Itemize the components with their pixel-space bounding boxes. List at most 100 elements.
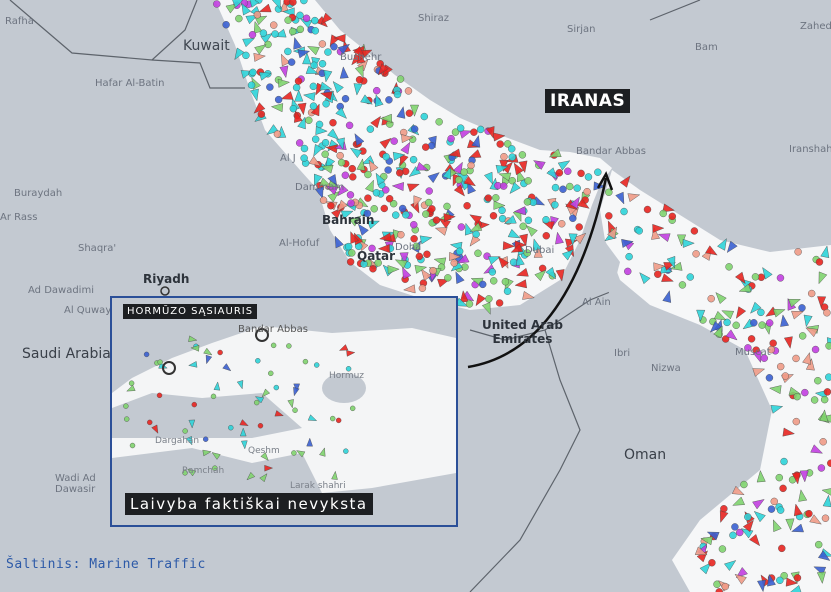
ship-marker[interactable] <box>542 216 550 224</box>
ship-marker[interactable] <box>823 309 831 317</box>
ship-marker[interactable] <box>507 228 521 239</box>
ship-marker[interactable] <box>306 437 313 447</box>
ship-marker[interactable] <box>202 449 212 457</box>
ship-marker[interactable] <box>732 321 740 329</box>
ship-marker[interactable] <box>235 14 243 23</box>
ship-marker[interactable] <box>123 403 129 409</box>
ship-marker[interactable] <box>524 216 533 225</box>
ship-marker[interactable] <box>330 415 336 422</box>
ship-marker[interactable] <box>551 183 560 192</box>
ship-marker[interactable] <box>496 140 504 148</box>
ship-marker[interactable] <box>825 342 831 350</box>
ship-marker[interactable] <box>246 471 256 481</box>
ship-marker[interactable] <box>330 43 338 51</box>
ship-marker[interactable] <box>375 172 386 186</box>
ship-marker[interactable] <box>364 194 372 202</box>
ship-marker[interactable] <box>213 381 221 391</box>
ship-marker[interactable] <box>790 585 802 592</box>
ship-marker[interactable] <box>425 187 433 195</box>
ship-marker[interactable] <box>305 116 313 125</box>
ship-marker[interactable] <box>302 358 309 365</box>
ship-marker[interactable] <box>750 319 758 327</box>
ship-marker[interactable] <box>723 318 731 327</box>
ship-marker[interactable] <box>823 388 831 396</box>
ship-marker[interactable] <box>749 534 761 547</box>
ship-marker[interactable] <box>456 254 470 264</box>
ship-marker[interactable] <box>615 191 625 205</box>
ship-marker[interactable] <box>792 354 800 363</box>
ship-marker[interactable] <box>420 268 432 281</box>
ship-marker[interactable] <box>487 256 501 265</box>
ship-marker[interactable] <box>350 231 359 244</box>
ship-marker[interactable] <box>573 184 581 192</box>
ship-marker[interactable] <box>264 464 274 472</box>
ship-marker[interactable] <box>555 169 564 177</box>
ship-marker[interactable] <box>817 464 826 472</box>
ship-marker[interactable] <box>399 153 409 167</box>
ship-marker[interactable] <box>594 168 602 176</box>
ship-marker[interactable] <box>300 144 309 153</box>
ship-marker[interactable] <box>568 233 578 246</box>
ship-marker[interactable] <box>791 472 801 485</box>
ship-marker[interactable] <box>410 235 418 243</box>
ship-marker[interactable] <box>817 296 827 309</box>
ship-marker[interactable] <box>817 550 831 561</box>
ship-marker[interactable] <box>757 579 766 592</box>
ship-marker[interactable] <box>389 199 398 208</box>
ship-marker[interactable] <box>384 166 392 174</box>
ship-marker[interactable] <box>242 51 250 60</box>
ship-marker[interactable] <box>460 168 468 176</box>
ship-marker[interactable] <box>185 436 193 446</box>
ship-marker[interactable] <box>744 513 752 521</box>
ship-marker[interactable] <box>347 199 355 207</box>
ship-marker[interactable] <box>258 3 272 13</box>
ship-marker[interactable] <box>393 90 402 99</box>
ship-marker[interactable] <box>756 470 766 483</box>
ship-marker[interactable] <box>468 149 482 159</box>
ship-marker[interactable] <box>249 0 260 8</box>
ship-marker[interactable] <box>484 194 492 202</box>
ship-marker[interactable] <box>346 350 356 357</box>
ship-marker[interactable] <box>508 145 516 153</box>
ship-marker[interactable] <box>423 250 431 258</box>
ship-marker[interactable] <box>396 106 406 119</box>
ship-marker[interactable] <box>254 396 265 404</box>
ship-marker[interactable] <box>205 354 213 365</box>
ship-marker[interactable] <box>331 470 338 480</box>
ship-marker[interactable] <box>793 574 802 582</box>
ship-marker[interactable] <box>620 207 628 216</box>
ship-marker[interactable] <box>296 25 305 34</box>
ship-marker[interactable] <box>734 573 747 585</box>
ship-marker[interactable] <box>497 256 509 269</box>
ship-marker[interactable] <box>253 102 266 114</box>
ship-marker[interactable] <box>364 179 374 193</box>
ship-marker[interactable] <box>776 576 784 585</box>
ship-marker[interactable] <box>345 121 354 130</box>
ship-marker[interactable] <box>351 53 363 66</box>
ship-marker[interactable] <box>297 116 306 130</box>
ship-marker[interactable] <box>448 148 461 158</box>
ship-marker[interactable] <box>284 47 292 56</box>
ship-marker[interactable] <box>294 89 304 102</box>
ship-marker[interactable] <box>657 233 671 242</box>
ship-marker[interactable] <box>776 506 785 514</box>
ship-marker[interactable] <box>465 300 474 308</box>
ship-marker[interactable] <box>147 419 153 426</box>
ship-marker[interactable] <box>453 184 465 197</box>
ship-marker[interactable] <box>401 134 414 144</box>
ship-marker[interactable] <box>643 205 652 214</box>
ship-marker[interactable] <box>318 40 327 48</box>
ship-marker[interactable] <box>450 259 458 267</box>
ship-marker[interactable] <box>502 241 516 251</box>
ship-marker[interactable] <box>410 125 419 133</box>
ship-marker[interactable] <box>779 484 787 493</box>
ship-marker[interactable] <box>719 510 729 523</box>
ship-marker[interactable] <box>261 388 271 398</box>
ship-marker[interactable] <box>713 325 723 339</box>
ship-marker[interactable] <box>519 233 528 247</box>
ship-marker[interactable] <box>463 175 476 187</box>
ship-marker[interactable] <box>498 206 506 215</box>
ship-marker[interactable] <box>341 171 350 179</box>
ship-marker[interactable] <box>318 60 327 68</box>
ship-marker[interactable] <box>425 198 433 207</box>
